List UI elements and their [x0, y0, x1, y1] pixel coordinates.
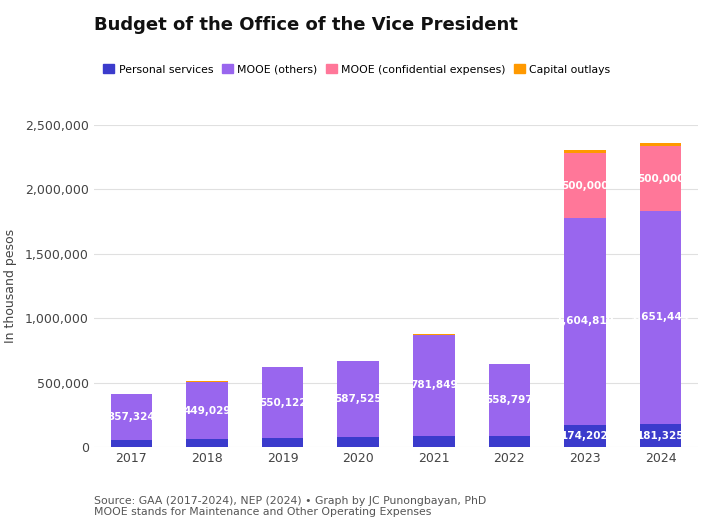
Bar: [186, 382, 228, 439]
Bar: [489, 364, 530, 436]
Bar: [564, 150, 606, 153]
Bar: [111, 440, 152, 447]
Text: 174,202: 174,202: [561, 431, 609, 441]
Bar: [338, 437, 379, 447]
Legend: Personal services, MOOE (others), MOOE (confidential expenses), Capital outlays: Personal services, MOOE (others), MOOE (…: [99, 60, 615, 79]
Bar: [262, 438, 303, 447]
Bar: [262, 367, 303, 438]
Bar: [186, 439, 228, 447]
Text: Budget of the Office of the Vice President: Budget of the Office of the Vice Preside…: [94, 16, 518, 34]
Bar: [413, 335, 454, 436]
Text: 781,849: 781,849: [410, 380, 458, 390]
Bar: [640, 211, 681, 424]
Bar: [338, 361, 379, 437]
Bar: [640, 424, 681, 447]
Text: 1,604,819: 1,604,819: [556, 316, 614, 326]
Text: 587,525: 587,525: [334, 394, 382, 404]
Text: 181,325: 181,325: [637, 431, 684, 440]
Text: 500,000: 500,000: [562, 180, 608, 190]
Bar: [564, 425, 606, 447]
Text: 1,651,444: 1,651,444: [631, 313, 690, 322]
Y-axis label: In thousand pesos: In thousand pesos: [4, 229, 17, 343]
Bar: [111, 394, 152, 440]
Bar: [640, 143, 681, 146]
Text: 558,797: 558,797: [485, 395, 534, 405]
Text: 449,029: 449,029: [184, 406, 230, 415]
Bar: [564, 153, 606, 218]
Bar: [489, 436, 530, 447]
Bar: [640, 146, 681, 211]
Text: 550,122: 550,122: [259, 398, 306, 408]
Text: 357,324: 357,324: [107, 412, 156, 422]
Text: 500,000: 500,000: [637, 174, 684, 184]
Bar: [413, 436, 454, 447]
Text: Source: GAA (2017-2024), NEP (2024) • Graph by JC Punongbayan, PhD
MOOE stands f: Source: GAA (2017-2024), NEP (2024) • Gr…: [94, 496, 486, 517]
Bar: [564, 218, 606, 425]
